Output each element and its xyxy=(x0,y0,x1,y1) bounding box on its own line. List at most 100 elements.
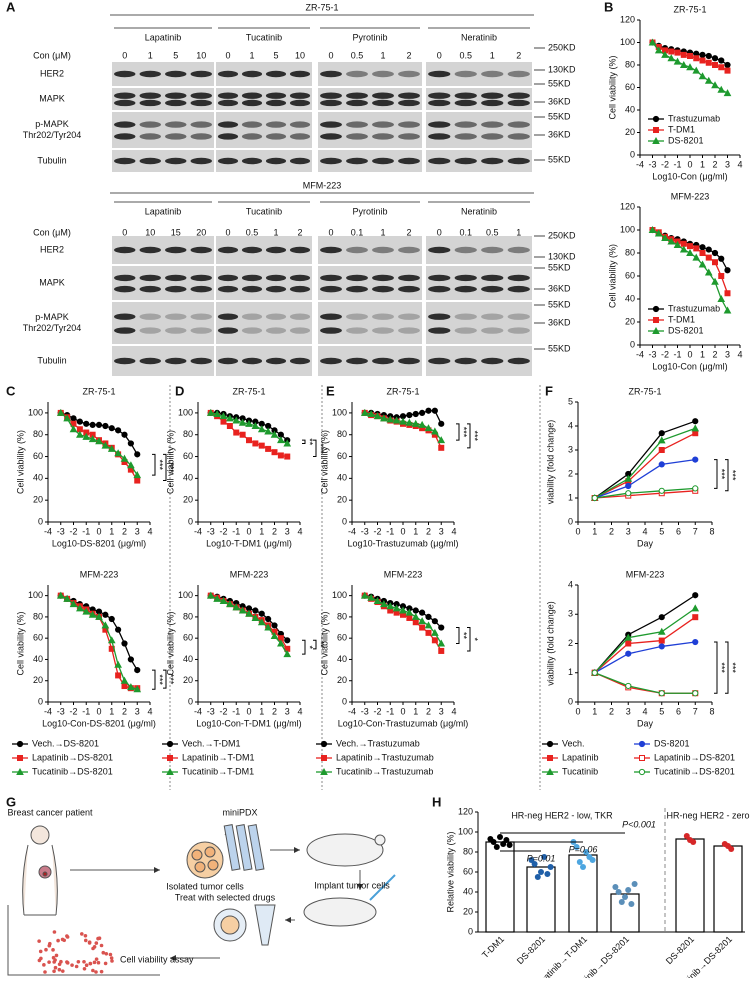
blot-band xyxy=(114,327,136,334)
blot-band xyxy=(346,246,368,254)
x-tick-label: -4 xyxy=(44,526,52,536)
blot-band xyxy=(289,99,311,107)
drug-label: Pyrotinib xyxy=(352,32,387,42)
marker xyxy=(232,603,241,611)
blot-band xyxy=(265,157,287,165)
blot-band xyxy=(454,357,477,365)
blot-band xyxy=(454,285,477,293)
x-tick-label: 2 xyxy=(712,349,717,359)
blot-band xyxy=(481,246,504,254)
blot-band xyxy=(454,133,477,140)
blot-band xyxy=(507,246,530,254)
blot-strip xyxy=(318,150,422,172)
blot-band xyxy=(165,92,187,99)
blot-band xyxy=(428,246,451,254)
y-tick-label: 20 xyxy=(183,675,193,685)
assay-dot xyxy=(51,955,56,960)
legend-label: Tucatinib→DS-8201 xyxy=(32,766,113,776)
marker xyxy=(431,618,438,625)
blot-band xyxy=(320,157,342,165)
blot-band xyxy=(139,121,161,128)
conc-label: 0 xyxy=(122,227,127,237)
x-tick-label: 3 xyxy=(626,706,631,716)
marker xyxy=(257,425,266,433)
y-tick-label: 80 xyxy=(625,247,635,257)
legend-marker xyxy=(653,127,659,133)
marker xyxy=(698,72,707,80)
marker xyxy=(704,268,713,276)
blot-band xyxy=(241,133,263,140)
blot-band xyxy=(507,99,530,107)
conc-label: 0 xyxy=(437,50,442,60)
x-tick-label: 0 xyxy=(400,526,405,536)
y-tick-label: 120 xyxy=(620,14,635,24)
x-tick-label: 2 xyxy=(609,706,614,716)
marker xyxy=(705,52,712,60)
sig-bracket xyxy=(302,439,306,444)
legend-label: Lapatinib→DS-8201 xyxy=(654,752,735,762)
assay-dot xyxy=(52,960,56,964)
blot-band xyxy=(114,70,136,78)
marker xyxy=(258,442,265,449)
legend-marker xyxy=(320,740,328,748)
x-tick-label: 4 xyxy=(451,526,456,536)
blot-band xyxy=(265,357,287,365)
panel-label: G xyxy=(6,794,16,809)
marker xyxy=(625,640,632,647)
blot-band xyxy=(114,357,136,365)
blot-band xyxy=(217,70,239,78)
x-tick-label: 1 xyxy=(109,706,114,716)
blot-strip xyxy=(216,266,312,300)
sig-label: *** xyxy=(717,469,727,480)
x-tick-label: -1 xyxy=(82,706,90,716)
y-tick-label: 0 xyxy=(188,696,193,706)
x-axis-label: Log10-Con (μg/ml) xyxy=(652,171,727,181)
marker xyxy=(438,444,445,451)
y-tick-label: 20 xyxy=(33,495,43,505)
x-axis-label: Log10-Con-Trastuzumab (μg/ml) xyxy=(338,718,468,728)
blot-band xyxy=(265,327,287,334)
x-tick-label: 3 xyxy=(285,706,290,716)
assay-dot xyxy=(94,970,98,974)
blot-band xyxy=(346,121,368,128)
group-label: HR-neg HER2 - low, TKR xyxy=(511,810,613,820)
y-tick-label: 100 xyxy=(458,826,473,836)
marker xyxy=(419,409,426,417)
blot-band xyxy=(320,121,342,128)
series-line xyxy=(594,420,696,499)
p-value: P=0.01 xyxy=(527,853,556,863)
x-tick-label: 3 xyxy=(439,526,444,536)
blot-band xyxy=(372,99,394,107)
marker xyxy=(425,407,432,414)
marker xyxy=(399,606,407,614)
mw-marker: 55KD xyxy=(548,111,571,121)
y-tick-label: 80 xyxy=(463,846,473,856)
blot-band xyxy=(139,92,161,99)
x-tick-label: -2 xyxy=(661,349,669,359)
sig-label: *** xyxy=(166,674,176,685)
blot-band xyxy=(454,327,477,334)
x-tick-label: -3 xyxy=(57,526,65,536)
x-tick-label: -1 xyxy=(386,706,394,716)
blot-band xyxy=(114,313,136,320)
x-tick-label: 7 xyxy=(693,526,698,536)
data-point xyxy=(528,857,535,863)
marker xyxy=(668,48,675,55)
blot-band xyxy=(346,313,368,320)
x-axis-label: Log10-Con (μg/ml) xyxy=(652,361,727,371)
marker xyxy=(89,421,96,429)
x-tick-label: 0 xyxy=(687,349,692,359)
y-tick-label: 80 xyxy=(33,429,43,439)
y-axis-label: Relative viability (%) xyxy=(445,831,455,912)
marker xyxy=(264,623,272,631)
blot-band xyxy=(481,70,504,78)
marker xyxy=(252,607,259,614)
assay-dot xyxy=(91,968,95,973)
conc-label: 1 xyxy=(380,227,385,237)
blot-band xyxy=(507,357,530,365)
legend-marker xyxy=(166,767,174,775)
blot-band xyxy=(289,327,311,334)
y-axis-label: Cell viability (%) xyxy=(15,430,25,494)
blot-band xyxy=(428,274,451,282)
blot-strip xyxy=(426,150,532,172)
